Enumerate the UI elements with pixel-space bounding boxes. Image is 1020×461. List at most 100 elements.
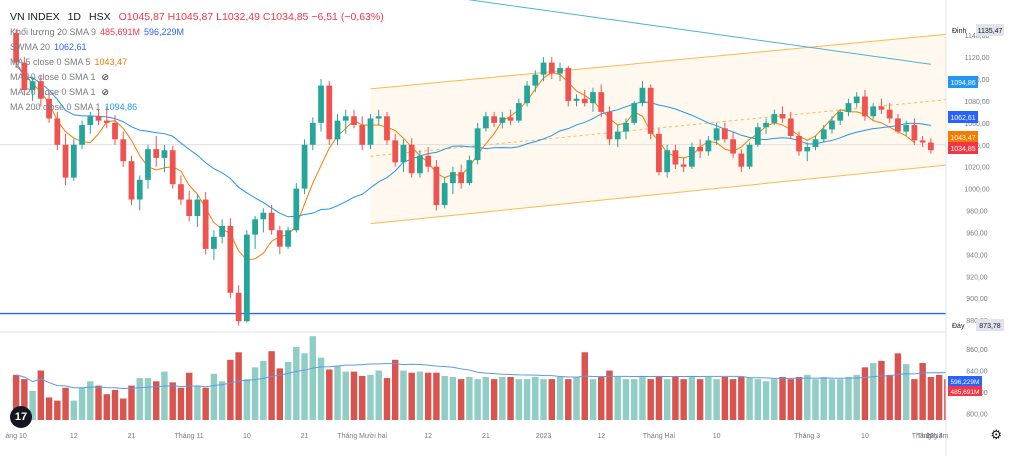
candle-body [754, 127, 761, 145]
price-badge-caption: Đáy [952, 323, 965, 330]
volume-bar [812, 379, 819, 420]
candle [70, 139, 77, 181]
candle-body [334, 120, 341, 140]
candle-body [235, 292, 242, 322]
volume-bar [210, 373, 218, 420]
candle-body [21, 62, 28, 90]
gear-icon[interactable]: ⚙ [990, 427, 1002, 442]
time-tick-label: Tháng Mười hai [337, 433, 387, 440]
candle-body [375, 116, 382, 119]
legend-row-name: SWMA 20 [10, 42, 51, 52]
tradingview-logo[interactable]: 17 [10, 406, 32, 428]
candle-body [417, 155, 423, 174]
candle-body [87, 116, 94, 126]
candle [862, 89, 868, 121]
volume-bar [474, 379, 481, 420]
candle-body [911, 125, 918, 141]
legend-row-value: 1094,86 [104, 102, 138, 112]
price-tick-label: 1120,00 [965, 55, 990, 62]
candle-body [136, 179, 143, 200]
candle [738, 149, 745, 173]
legend-row[interactable]: SWMA 20 1062,61 [10, 40, 384, 55]
volume-bar [359, 375, 366, 420]
symbol-interval[interactable]: 1D [67, 11, 82, 23]
volume-bar [78, 387, 86, 420]
candle-body [573, 98, 580, 101]
candle [79, 120, 85, 150]
volume-bar [861, 367, 869, 420]
time-tick-label: 12 [926, 433, 934, 440]
candle [524, 81, 530, 107]
candle [903, 120, 910, 136]
candle-body [13, 32, 20, 63]
candle-body [384, 116, 390, 141]
candle-body [219, 225, 226, 237]
volume-bar [276, 368, 284, 420]
time-tick-label: Tháng Năm [912, 433, 949, 440]
legend-row[interactable]: MA 20 close 0 SMA 1 ⊘ [10, 85, 384, 100]
symbol-row[interactable]: VN INDEX 1D HSX O1045,87 H1045,87 L1032,… [10, 10, 384, 25]
volume-bar [29, 390, 36, 420]
candle [763, 118, 769, 134]
candle-body [590, 92, 596, 104]
volume-bar [804, 374, 811, 420]
volume-bar [894, 353, 902, 420]
volume-bar [383, 378, 391, 420]
candle-body [565, 68, 572, 101]
legend-row[interactable]: MA 200 close 0 SMA 1 1094,86 [10, 100, 384, 115]
candle-body [458, 172, 465, 184]
candle [318, 78, 324, 132]
swma20-line [15, 62, 931, 218]
eye-crossed-icon[interactable]: ⊘ [101, 87, 110, 97]
price-tick-label: 920,00 [966, 274, 988, 281]
candle [441, 177, 448, 209]
candle [886, 103, 893, 123]
candle-body [664, 150, 671, 173]
candle [301, 139, 308, 195]
price-badge-box [948, 111, 978, 123]
candle-body [450, 172, 456, 184]
volume-bar [837, 379, 844, 420]
legend-row-value: 485,691M [99, 27, 141, 37]
candle-body [433, 166, 440, 206]
volume-bar [705, 377, 712, 420]
volume-bar [177, 387, 185, 420]
candle-body [293, 188, 300, 231]
candle [425, 146, 432, 173]
candle-body [886, 109, 893, 119]
symbol-name[interactable]: VN INDEX [10, 11, 60, 23]
candle-body [524, 85, 530, 104]
candle-body [474, 128, 481, 161]
candle [927, 138, 934, 154]
legend-panel: VN INDEX 1D HSX O1045,87 H1045,87 L1032,… [10, 10, 384, 115]
candle [515, 98, 522, 123]
volume-bar [927, 377, 935, 420]
volume-bar [482, 377, 490, 420]
legend-row[interactable]: MA 10 close 0 SMA 1 ⊘ [10, 70, 384, 85]
candle [128, 155, 135, 206]
price-badge-value: 873,78 [979, 323, 1001, 330]
eye-crossed-icon[interactable]: ⊘ [101, 72, 110, 82]
candle-body [408, 144, 415, 174]
candle-body [351, 116, 357, 126]
legend-row[interactable]: Khối lượng 20 SMA 9 485,691M 596,229M [10, 25, 384, 40]
candle-body [441, 183, 448, 206]
volume-bar [153, 381, 160, 420]
candle-body [309, 122, 316, 145]
candle [730, 131, 736, 158]
time-tick-label: 10 [713, 433, 721, 440]
volume-bar [309, 336, 317, 420]
volume-bar [820, 377, 827, 420]
volume-bar [37, 370, 45, 420]
candle-body [178, 184, 184, 200]
axis-badges: Đỉnh 1135,47 1094,86 1062,61 1043,47 1034,85 Đ… [948, 24, 1004, 396]
candle [211, 230, 217, 260]
volume-bar [70, 400, 78, 420]
time-tick-label: 12 [424, 433, 432, 440]
candle-body [153, 149, 160, 158]
candle [243, 230, 250, 323]
legend-row[interactable]: MA 5 close 0 SMA 5 1043,47 [10, 55, 384, 70]
time-tick-label: 10 [861, 433, 869, 440]
